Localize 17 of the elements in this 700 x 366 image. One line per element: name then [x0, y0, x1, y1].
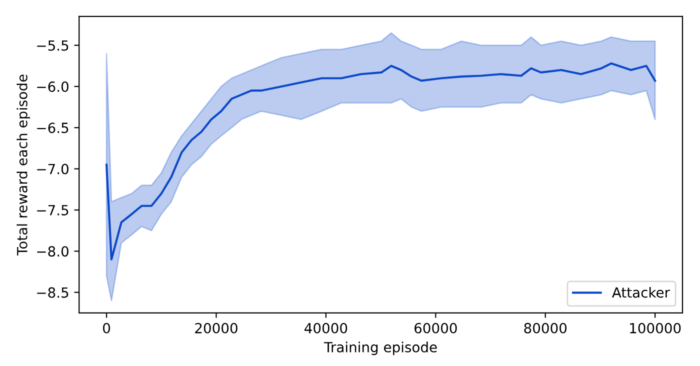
- y-tick-label: −6.5: [37, 122, 68, 134]
- y-axis-title: Total reward each episode: [16, 74, 30, 256]
- y-tick-label: −7.5: [37, 205, 68, 216]
- x-tick-label: 80000: [524, 322, 567, 334]
- y-tick-label: −8.0: [37, 246, 68, 257]
- x-tick-label: 100000: [630, 322, 681, 334]
- y-tick-label: −6.0: [37, 81, 68, 92]
- x-tick-label: 20000: [195, 322, 238, 334]
- line-series: [105, 62, 656, 260]
- x-tick-label: 40000: [304, 322, 348, 334]
- y-tick-label: −5.5: [37, 40, 68, 51]
- y-tick-label: −7.0: [37, 164, 68, 174]
- legend-label: Attacker: [612, 286, 670, 298]
- x-tick-label: 60000: [414, 322, 457, 334]
- x-axis-title: Training episode: [324, 342, 437, 356]
- x-tick-label: 0: [103, 322, 110, 334]
- y-tick-label: −8.5: [37, 287, 68, 298]
